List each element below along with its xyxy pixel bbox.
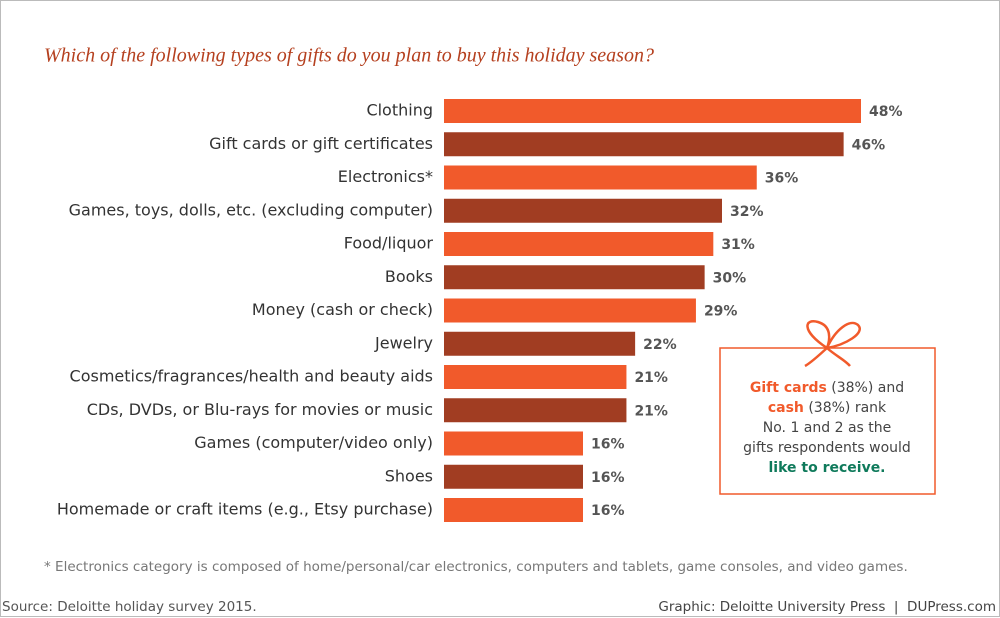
value-label: 22% [643, 337, 677, 353]
value-label: 16% [591, 470, 625, 486]
category-label: Games, toys, dolls, etc. (excluding comp… [69, 200, 433, 219]
category-label: Money (cash or check) [252, 300, 433, 319]
value-label: 16% [591, 437, 625, 453]
value-label: 30% [713, 270, 747, 286]
value-label: 36% [765, 171, 799, 187]
annotation-text: like to receive. [768, 460, 885, 476]
category-label: Books [385, 267, 433, 286]
annotation-line: No. 1 and 2 as the [763, 420, 892, 436]
value-label: 48% [869, 104, 903, 120]
annotation-text: cash [768, 400, 804, 416]
category-label: Gift cards or gift certificates [209, 134, 433, 153]
value-label: 29% [704, 304, 738, 320]
annotation-line: like to receive. [768, 460, 885, 476]
bar [444, 198, 722, 223]
annotation-text: No. 1 and 2 as the [763, 420, 892, 436]
category-label: Cosmetics/fragrances/health and beauty a… [70, 367, 433, 386]
annotation-line: gifts respondents would [743, 440, 911, 456]
bar [444, 431, 583, 456]
category-label: Homemade or craft items (e.g., Etsy purc… [57, 500, 433, 519]
annotation-line: Gift cards (38%) and [750, 380, 904, 396]
bar [444, 464, 583, 489]
annotation: Gift cards (38%) and cash (38%) rank No. 1… [743, 380, 911, 476]
annotation-box [719, 347, 936, 495]
bar [444, 398, 627, 423]
annotation-text: (38%) and [827, 380, 904, 396]
bar [444, 331, 636, 356]
bar [444, 365, 627, 389]
category-label: Electronics* [338, 167, 433, 186]
value-label: 31% [721, 237, 755, 253]
bar [444, 298, 696, 323]
category-label: Jewelry [374, 333, 433, 352]
bar [444, 232, 714, 256]
annotation-text: gifts respondents would [743, 440, 911, 456]
ribbon [804, 319, 861, 368]
annotation-text: (38%) rank [804, 400, 887, 416]
source: Source: Deloitte holiday survey 2015. [2, 599, 257, 615]
bar [444, 265, 705, 290]
category-label: Games (computer/video only) [194, 433, 433, 452]
annotation-text: Gift cards [750, 380, 827, 396]
category-label: Shoes [385, 466, 433, 485]
value-label: 46% [852, 137, 886, 153]
category-label: CDs, DVDs, or Blu-rays for movies or mus… [87, 400, 433, 419]
annotation-line: cash (38%) rank [768, 400, 887, 416]
value-label: 32% [730, 204, 764, 220]
category-label: Food/liquor [344, 234, 434, 253]
bar [444, 498, 583, 522]
bar [444, 165, 757, 190]
chart-title: Which of the following types of gifts do… [44, 45, 654, 67]
credit: Graphic: Deloitte University Press | DUP… [658, 599, 996, 615]
bar [444, 99, 861, 123]
footnote: * Electronics category is composed of ho… [44, 559, 908, 575]
bar [444, 132, 844, 157]
value-label: 21% [634, 370, 668, 386]
value-label: 21% [634, 403, 668, 419]
category-label: Clothing [366, 101, 433, 120]
value-label: 16% [591, 503, 625, 519]
